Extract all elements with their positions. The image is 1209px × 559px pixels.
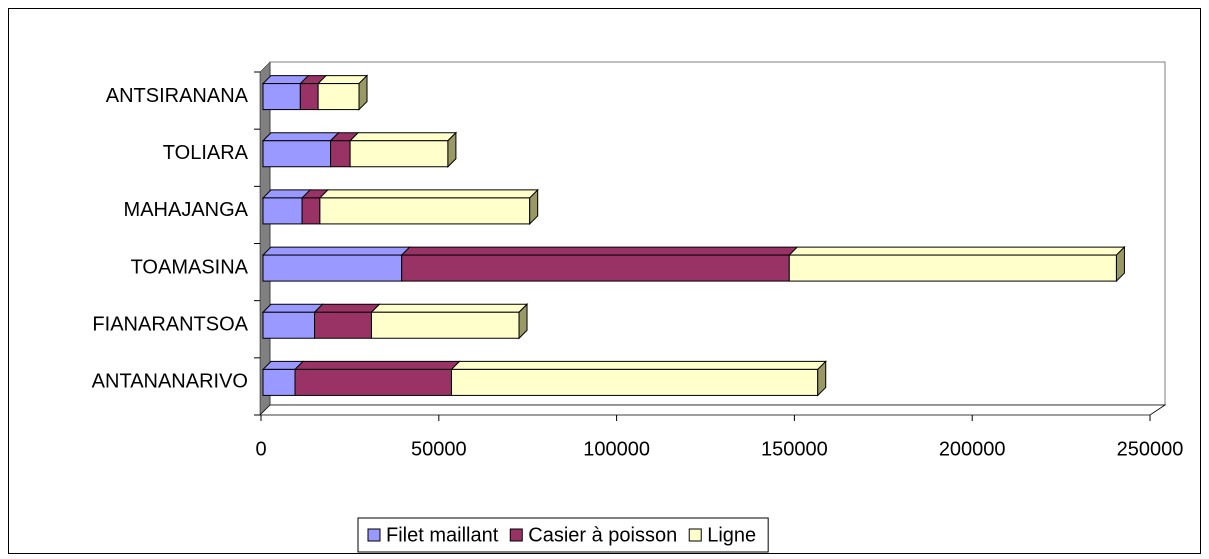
- bar: [314, 311, 372, 339]
- legend: Filet maillant Casier à poisson Ligne: [357, 517, 769, 553]
- legend-swatch: [509, 528, 523, 542]
- bar: [262, 140, 332, 168]
- legend-label: Filet maillant: [386, 524, 499, 546]
- x-tick-label: 250000: [1117, 438, 1184, 460]
- bar-side: [1115, 245, 1125, 283]
- legend-swatch: [367, 528, 381, 542]
- y-tick-label: ANTANANARIVO: [92, 371, 248, 393]
- bar-side: [447, 131, 457, 168]
- bar-top: [293, 360, 461, 370]
- x-tick-label: 100000: [583, 438, 650, 460]
- bar: [317, 83, 360, 111]
- x-tick-label: 150000: [761, 438, 828, 460]
- y-tick-label: TOAMASINA: [131, 256, 249, 278]
- bar: [401, 254, 790, 282]
- bar-top: [261, 303, 324, 313]
- bar-top: [450, 360, 827, 370]
- bar: [450, 368, 819, 396]
- bar: [294, 368, 452, 396]
- bar: [788, 254, 1117, 282]
- y-tick-label: FIANARANTSOA: [92, 314, 248, 336]
- legend-swatch: [688, 528, 702, 542]
- bar-side: [518, 303, 528, 340]
- side-wall: [259, 61, 271, 416]
- bar: [319, 197, 531, 225]
- bar-top: [313, 303, 381, 313]
- bar-top: [788, 246, 1126, 256]
- bar: [301, 197, 321, 225]
- bar-side: [817, 360, 827, 397]
- bar: [299, 83, 319, 111]
- legend-label: Ligne: [707, 524, 756, 546]
- bar-top: [400, 246, 799, 256]
- legend-label: Casier à poisson: [528, 524, 677, 546]
- back-wall: [269, 61, 1166, 406]
- floor: [259, 404, 1167, 416]
- bar: [262, 83, 301, 111]
- bar: [262, 368, 296, 396]
- bar: [330, 140, 351, 168]
- bar-top: [370, 303, 529, 313]
- bar-side: [358, 74, 368, 111]
- x-tick-label: 0: [255, 438, 266, 460]
- y-tick-label: TOLIARA: [163, 142, 249, 164]
- bar-top: [318, 189, 539, 199]
- bar: [262, 311, 316, 339]
- bar-top: [348, 132, 458, 142]
- y-tick-label: MAHAJANGA: [124, 199, 249, 221]
- y-tick-label: ANTSIRANANA: [106, 85, 249, 107]
- bar-top: [261, 132, 340, 142]
- bar-side: [529, 188, 539, 226]
- bar: [262, 197, 303, 225]
- x-tick-label: 50000: [411, 438, 467, 460]
- bar: [349, 140, 449, 168]
- x-tick-label: 200000: [939, 438, 1006, 460]
- bar: [262, 254, 403, 282]
- bar-top: [261, 246, 411, 256]
- bar: [370, 311, 520, 339]
